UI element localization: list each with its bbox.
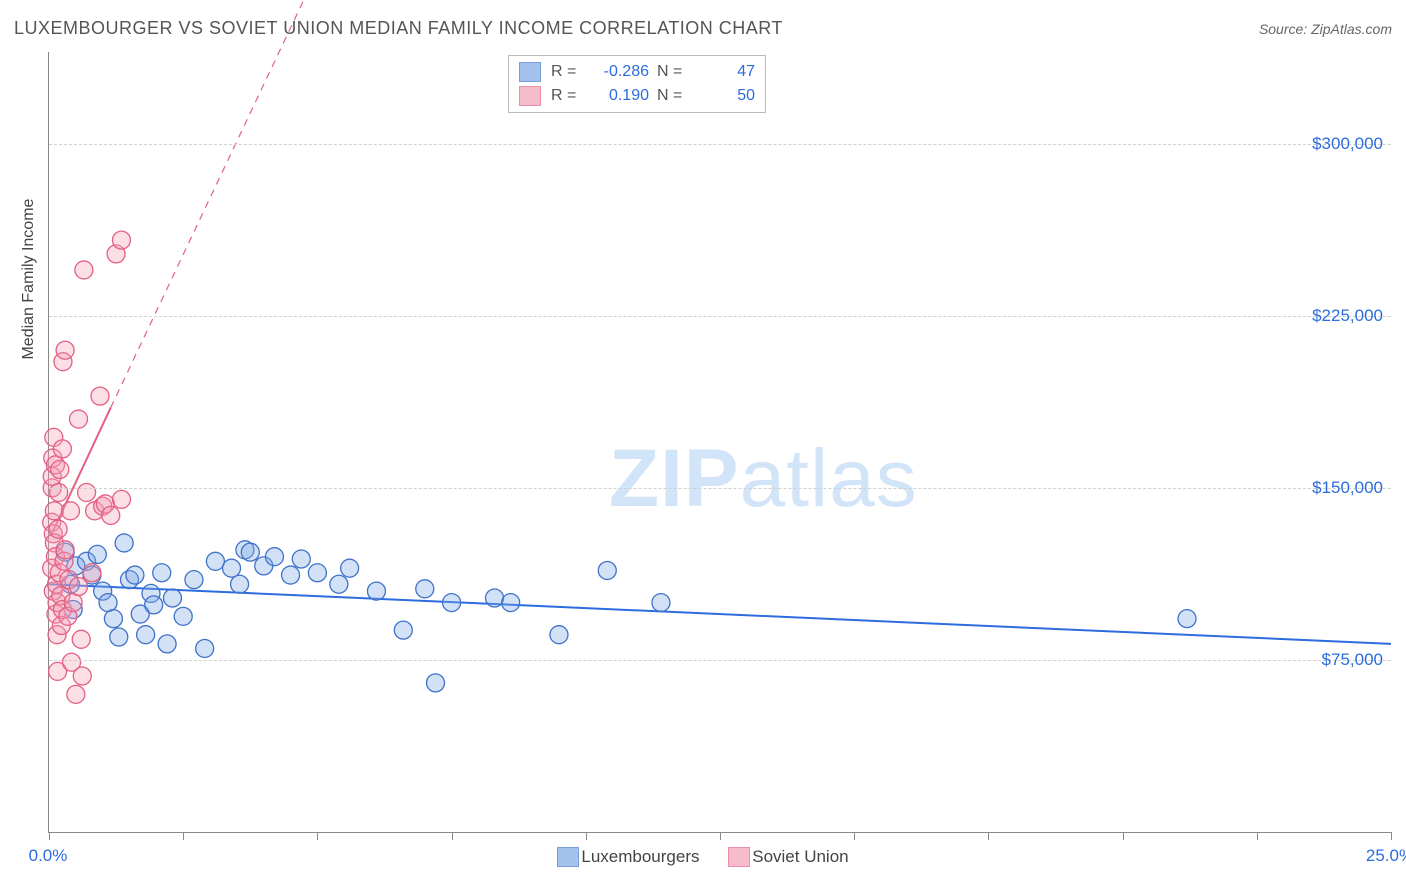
- n-value-lux: 47: [693, 60, 755, 84]
- legend-item-sov: Soviet Union: [728, 847, 848, 867]
- xtick-label: 25.0%: [1366, 846, 1406, 866]
- xtick: [317, 832, 318, 840]
- r-label: R =: [551, 84, 579, 108]
- xtick: [586, 832, 587, 840]
- swatch-sov-icon: [519, 86, 541, 106]
- legend-stats: R = -0.286 N = 47 R = 0.190 N = 50: [508, 55, 766, 113]
- xtick: [1391, 832, 1392, 840]
- ytick-label: $225,000: [1312, 306, 1383, 326]
- source-label: Source:: [1259, 21, 1307, 37]
- chart-title: LUXEMBOURGER VS SOVIET UNION MEDIAN FAMI…: [14, 18, 783, 39]
- legend-series: Luxembourgers Soviet Union: [0, 847, 1406, 872]
- ytick-label: $150,000: [1312, 478, 1383, 498]
- r-label: R =: [551, 60, 579, 84]
- legend-row-sov: R = 0.190 N = 50: [519, 84, 755, 108]
- xtick: [854, 832, 855, 840]
- r-value-lux: -0.286: [587, 60, 649, 84]
- swatch-lux-icon: [519, 62, 541, 82]
- r-value-sov: 0.190: [587, 84, 649, 108]
- legend-row-lux: R = -0.286 N = 47: [519, 60, 755, 84]
- swatch-lux-icon: [557, 847, 579, 867]
- legend-item-lux: Luxembourgers: [557, 847, 699, 867]
- xtick: [988, 832, 989, 840]
- xtick: [720, 832, 721, 840]
- gridline: [49, 316, 1391, 317]
- legend-label-sov: Soviet Union: [752, 847, 848, 867]
- plot-area: ZIPatlas $75,000$150,000$225,000$300,000: [48, 52, 1391, 833]
- n-label: N =: [657, 84, 685, 108]
- chart-canvas: [49, 52, 1391, 832]
- ytick-label: $300,000: [1312, 134, 1383, 154]
- y-axis-label: Median Family Income: [20, 199, 38, 360]
- xtick: [1123, 832, 1124, 840]
- gridline: [49, 144, 1391, 145]
- source-value: ZipAtlas.com: [1311, 21, 1392, 37]
- swatch-sov-icon: [728, 847, 750, 867]
- xtick: [452, 832, 453, 840]
- xtick: [183, 832, 184, 840]
- ytick-label: $75,000: [1322, 650, 1383, 670]
- gridline: [49, 660, 1391, 661]
- xtick: [49, 832, 50, 840]
- legend-label-lux: Luxembourgers: [581, 847, 699, 867]
- n-label: N =: [657, 60, 685, 84]
- xtick-label: 0.0%: [29, 846, 68, 866]
- gridline: [49, 488, 1391, 489]
- n-value-sov: 50: [693, 84, 755, 108]
- xtick: [1257, 832, 1258, 840]
- source-attribution: Source: ZipAtlas.com: [1259, 21, 1392, 37]
